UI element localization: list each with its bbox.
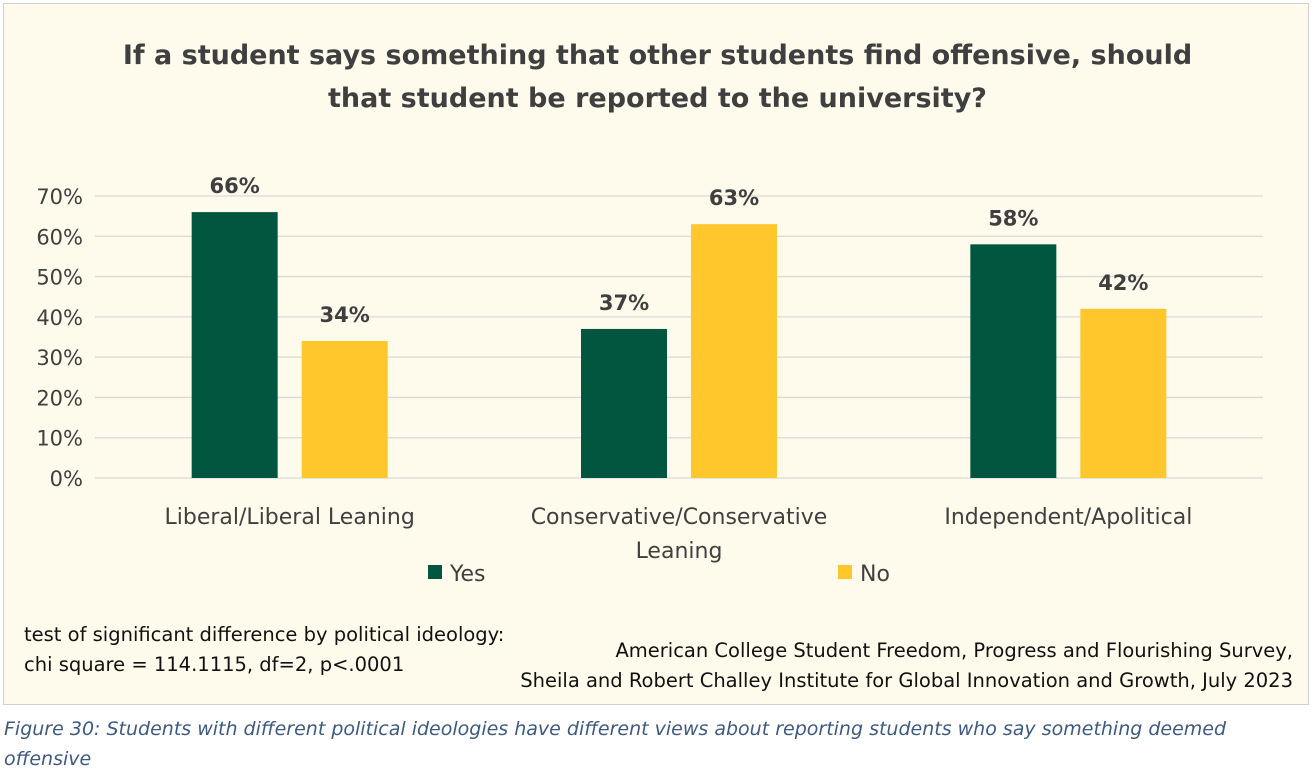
figure-caption: Figure 30: Students with different polit…: [4, 718, 1227, 770]
bar-no: [691, 224, 777, 478]
data-label: 66%: [210, 174, 260, 198]
data-label: 37%: [599, 291, 649, 315]
gridlines: [95, 195, 1263, 479]
y-tick-label: 60%: [36, 225, 83, 249]
y-tick-label: 30%: [36, 346, 83, 370]
bar-yes: [581, 328, 667, 478]
y-axis-tick-labels: 0% 10% 20% 30% 40% 50% 60% 70%: [36, 185, 83, 491]
y-tick-label: 0%: [50, 467, 83, 491]
source-line-2: Sheila and Robert Challey Institute for …: [520, 669, 1293, 692]
statistics-note: test of significant difference by politi…: [24, 620, 504, 680]
data-label: 58%: [988, 206, 1038, 230]
y-tick-label: 10%: [36, 427, 83, 451]
legend-label: No: [860, 562, 890, 587]
y-tick-label: 50%: [36, 266, 83, 290]
legend-swatch-no: [838, 565, 852, 579]
stats-line-2: chi square = 114.1115, df=2, p<.0001: [24, 653, 405, 676]
x-axis-category-labels: Liberal/Liberal Leaning Conservative/Cons…: [165, 505, 1193, 564]
stats-line-1: test of significant difference by politi…: [24, 623, 505, 646]
y-tick-label: 20%: [36, 386, 83, 410]
legend: Yes No: [428, 562, 890, 587]
source-line-1: American College Student Freedom, Progre…: [615, 639, 1293, 662]
bar-no: [1080, 308, 1167, 478]
data-label: 42%: [1098, 271, 1148, 295]
y-tick-label: 70%: [36, 185, 83, 209]
bar-yes: [970, 244, 1057, 478]
y-tick-label: 40%: [36, 306, 83, 330]
chart-title: If a student says something that other s…: [122, 40, 1193, 114]
source-note: American College Student Freedom, Progre…: [520, 636, 1293, 696]
data-labels: 66% 34% 37% 63% 58% 42%: [210, 174, 1149, 327]
x-category-label: Independent/Apolitical: [944, 505, 1192, 530]
bars: [191, 212, 1167, 478]
x-category-label: Conservative/Conservative: [531, 505, 828, 530]
data-label: 34%: [320, 303, 370, 327]
data-label: 63%: [709, 186, 759, 210]
bar-yes: [191, 212, 278, 478]
legend-label: Yes: [449, 562, 486, 587]
x-category-label: Liberal/Liberal Leaning: [165, 505, 415, 530]
x-category-label: Leaning: [636, 539, 723, 564]
legend-swatch-yes: [428, 565, 442, 579]
bar-no: [301, 341, 388, 478]
